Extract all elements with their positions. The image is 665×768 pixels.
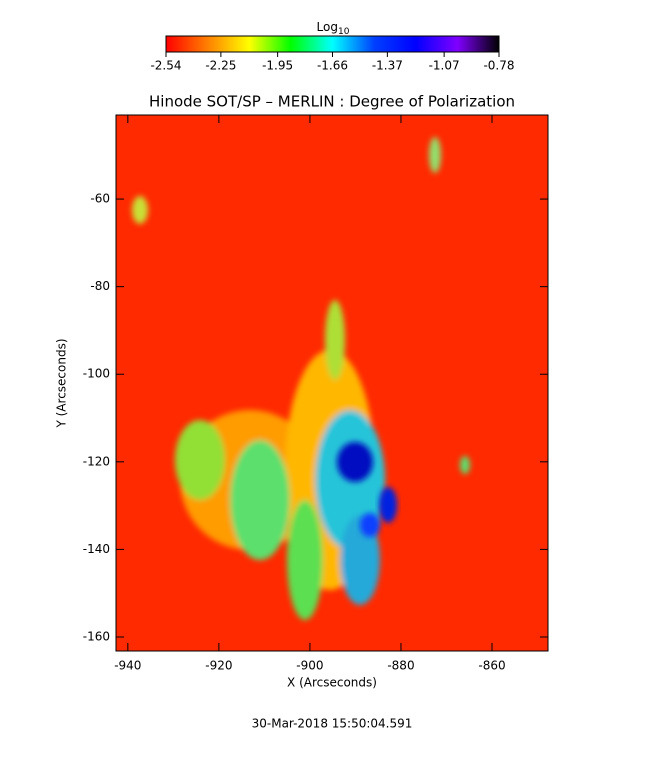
chart-title: Hinode SOT/SP – MERLIN : Degree of Polar…: [149, 93, 515, 111]
y-tick-label: -120: [83, 454, 110, 468]
x-tick-label: -920: [205, 659, 232, 673]
y-tick-label: -80: [90, 279, 110, 293]
y-tick-label: -60: [90, 192, 110, 206]
colorbar-tick-label: -0.78: [483, 59, 514, 73]
colorbar-tick-label: -2.54: [150, 59, 181, 73]
y-tick-label: -140: [83, 542, 110, 556]
y-tick-label: -100: [83, 367, 110, 381]
solar-image: [116, 115, 548, 651]
colorbar-tick-label: -1.66: [317, 59, 348, 73]
x-tick-label: -940: [114, 659, 141, 673]
x-tick-label: -860: [478, 659, 505, 673]
colorbar-tick-label: -2.25: [205, 59, 236, 73]
colorbar-tick-label: -1.07: [429, 59, 460, 73]
y-tick-label: -160: [83, 629, 110, 643]
x-axis-label: X (Arcseconds): [287, 676, 377, 690]
plot-frame: [115, 114, 549, 652]
colorbar-tick-label: -1.37: [372, 59, 403, 73]
colorbar-tick-label: -1.95: [262, 59, 293, 73]
footer-timestamp: 30-Mar-2018 15:50:04.591: [252, 717, 413, 731]
colorbar-label: Log10: [317, 20, 350, 37]
colorbar: [165, 35, 500, 53]
x-tick-label: -900: [296, 659, 323, 673]
y-axis-label: Y (Arcseconds): [55, 338, 69, 428]
x-tick-label: -880: [387, 659, 414, 673]
